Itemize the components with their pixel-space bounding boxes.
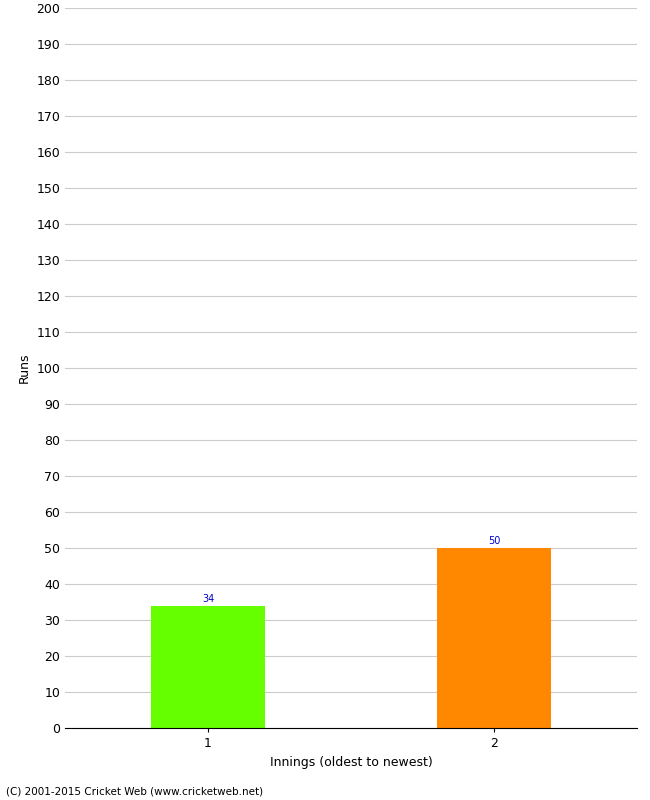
Y-axis label: Runs: Runs (18, 353, 31, 383)
Bar (151, 606, 265, 728)
Text: (C) 2001-2015 Cricket Web (www.cricketweb.net): (C) 2001-2015 Cricket Web (www.cricketwe… (6, 786, 264, 796)
Text: 34: 34 (202, 594, 214, 604)
X-axis label: Innings (oldest to newest): Innings (oldest to newest) (270, 755, 432, 769)
Bar (437, 548, 551, 728)
Text: 50: 50 (488, 536, 500, 546)
